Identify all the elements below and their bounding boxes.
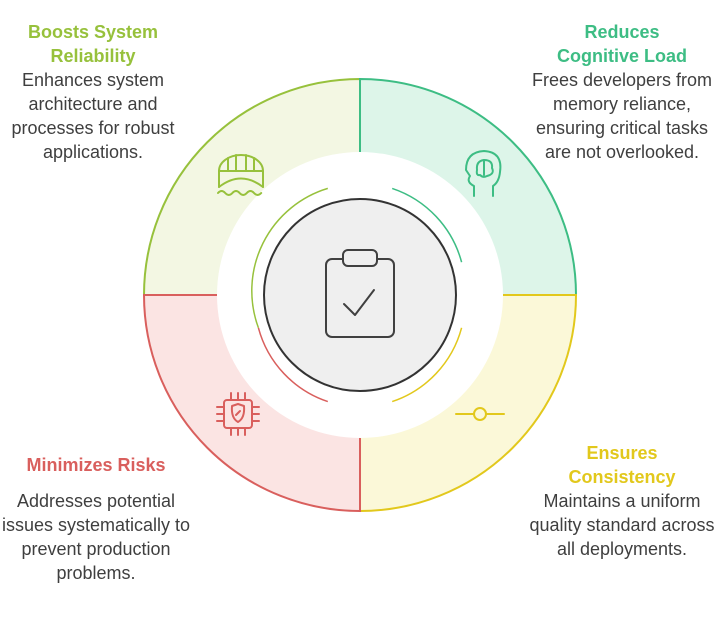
callout-description: Maintains a uniform quality standard acr… [529,491,715,559]
callout-ensures-consistency: Ensures Consistency Maintains a uniform … [522,441,720,561]
callout-title: Ensures Consistency [522,441,720,489]
title-line: Minimizes Risks [26,455,166,475]
title-line: Boosts System [27,22,159,42]
callout-boosts-reliability: Boosts System Reliability Enhances syste… [0,20,193,164]
inner-arc-minimizes [257,327,329,403]
inner-arc-boosts [251,187,329,329]
inner-arc-ensures [391,327,463,403]
bridge-icon [217,154,264,196]
clipboard-check-icon [325,249,395,338]
callout-description: Frees developers from memory reliance, e… [531,70,713,162]
callout-title: Boosts System Reliability [0,20,193,68]
title-line: Ensures [586,443,658,463]
title-line: Cognitive Load [557,46,687,66]
center-circle [263,198,457,392]
callout-minimizes-risks: Minimizes Risks Addresses potential issu… [0,453,196,585]
callout-title: Minimizes Risks [0,453,196,477]
shield-chip-icon [216,392,260,436]
brain-head-icon [465,150,502,197]
title-line: Consistency [568,467,676,487]
callout-description: Addresses potential issues systematicall… [1,491,191,583]
callout-reduces-cognitive-load: Reduces Cognitive Load Frees developers … [522,20,720,164]
inner-arc-reduces [391,187,463,263]
callout-title: Reduces Cognitive Load [522,20,720,68]
title-line: Reliability [50,46,136,66]
callout-description: Enhances system architecture and process… [11,70,175,162]
slider-icon [455,407,505,421]
title-line: Reduces [584,22,660,42]
